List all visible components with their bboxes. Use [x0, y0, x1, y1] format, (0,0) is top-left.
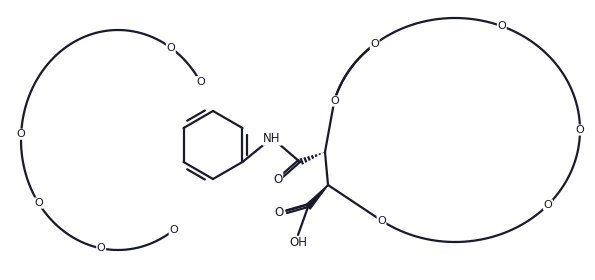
Text: O: O [169, 225, 178, 235]
Polygon shape [306, 185, 328, 209]
Text: O: O [274, 207, 284, 220]
Text: O: O [377, 216, 386, 226]
Text: O: O [17, 129, 26, 139]
Text: O: O [167, 43, 175, 53]
Text: O: O [370, 39, 379, 49]
Text: O: O [97, 243, 105, 253]
Text: O: O [575, 125, 584, 135]
Text: O: O [196, 77, 205, 87]
Text: NH: NH [263, 132, 281, 144]
Text: O: O [497, 21, 506, 31]
Text: O: O [330, 96, 339, 106]
Text: O: O [273, 172, 283, 186]
Text: OH: OH [289, 237, 307, 249]
Text: O: O [543, 200, 552, 210]
Text: O: O [34, 198, 43, 208]
